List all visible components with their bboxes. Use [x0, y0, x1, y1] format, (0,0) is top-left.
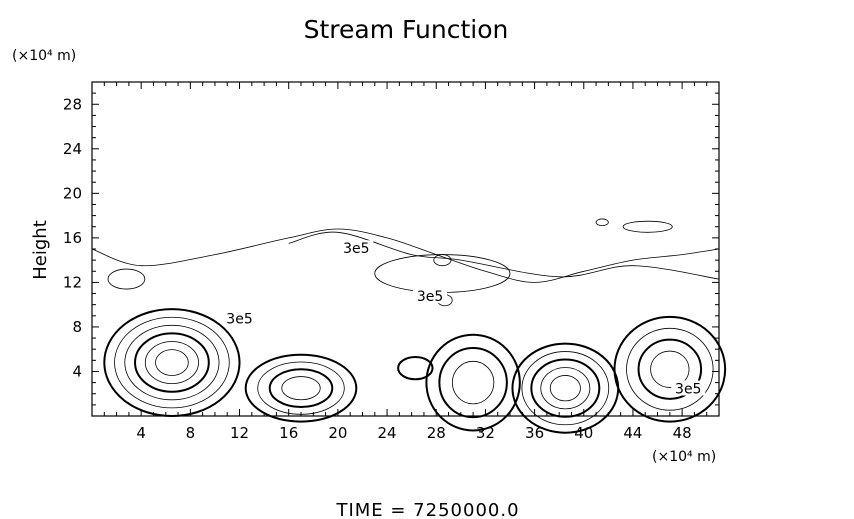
x-tick-label: 24 — [378, 424, 397, 442]
contour-line — [91, 228, 720, 283]
circulation-cell-contour — [451, 360, 495, 405]
circulation-cell-contour — [257, 361, 345, 415]
circulation-cell-contour — [155, 349, 189, 376]
chart-title: Stream Function — [304, 15, 509, 44]
time-footer: TIME = 7250000.0 — [335, 500, 519, 519]
y-tick-label: 4 — [72, 362, 82, 380]
contour-level-label: 3e5 — [343, 241, 369, 257]
y-tick-label: 12 — [63, 273, 82, 291]
x-tick-label: 12 — [230, 424, 249, 442]
circulation-cell-contour — [244, 353, 358, 423]
circulation-cell-contour — [521, 351, 610, 426]
contour-label-bg — [413, 288, 448, 304]
circulation-cell-contour — [530, 358, 601, 418]
contour-closed — [433, 254, 452, 267]
plot-frame — [91, 81, 720, 417]
contour-label-bg — [671, 380, 706, 396]
contour-label-bg — [339, 240, 374, 256]
circulation-cell-contour — [103, 308, 241, 417]
contour-label-bg — [222, 310, 257, 326]
y-tick-label: 24 — [63, 140, 82, 158]
circulation-cell-contour — [511, 342, 620, 434]
circulation-cell-contour — [281, 376, 321, 401]
circulation-cell-contour — [114, 316, 230, 409]
contour-closed — [622, 220, 673, 233]
circulation-cell-contour — [637, 338, 703, 400]
y-tick-label: 8 — [72, 318, 82, 336]
circulation-cell-contour — [425, 333, 521, 432]
circulation-cell-contour — [268, 368, 334, 409]
circulation-cell-contour — [549, 375, 581, 402]
contour-level-label: 3e5 — [675, 382, 701, 398]
x-unit-label: (×10⁴ m) — [652, 449, 716, 465]
contour-level-label: 3e5 — [417, 289, 443, 305]
x-tick-label: 4 — [136, 424, 146, 442]
y-tick-label: 16 — [63, 229, 82, 247]
circulation-cell-contour — [540, 367, 591, 410]
circulation-cell-contour — [134, 332, 210, 393]
circulation-cell-contour — [144, 341, 199, 385]
x-tick-label: 44 — [623, 424, 642, 442]
x-tick-label: 32 — [476, 424, 495, 442]
contour-labels: 3e5 3e5 3e5 3e5 — [222, 240, 706, 398]
x-tick-label: 48 — [673, 424, 692, 442]
circulation-cell-contour — [650, 350, 690, 388]
x-tick-label: 36 — [525, 424, 544, 442]
x-tick-label: 8 — [186, 424, 196, 442]
contour-line — [288, 231, 720, 280]
circulation-cell-contour — [438, 347, 508, 419]
circulation-cell-contour — [613, 315, 727, 423]
x-tick-label: 20 — [328, 424, 347, 442]
contour-closed — [595, 218, 609, 227]
y-unit-label: (×10⁴ m) — [12, 48, 76, 64]
circulation-cell-contour — [626, 327, 714, 411]
y-tick-label: 28 — [63, 95, 82, 113]
contour-closed — [374, 254, 511, 293]
x-tick-label: 16 — [279, 424, 298, 442]
circulation-cell-contour — [397, 355, 434, 381]
contour-level-label: 3e5 — [226, 311, 252, 327]
contour-lines — [91, 218, 727, 434]
circulation-cell-contour — [124, 324, 220, 401]
y-tick-label: 20 — [63, 184, 82, 202]
contour-closed — [107, 268, 146, 290]
x-tick-label: 28 — [427, 424, 446, 442]
y-axis-label: Height — [30, 220, 51, 280]
